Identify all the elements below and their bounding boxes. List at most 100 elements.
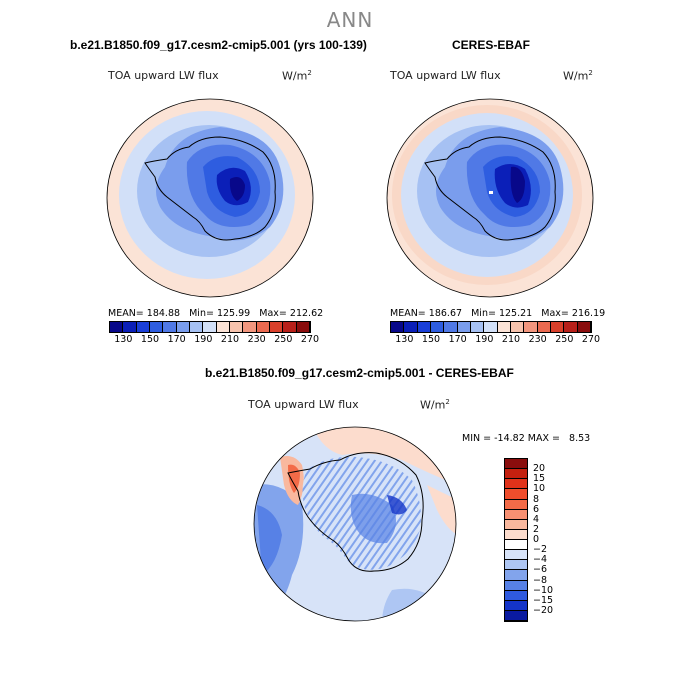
colorbar-swatch: [391, 322, 405, 332]
colorbar-swatch: [256, 322, 270, 332]
colorbar-swatch: [505, 610, 527, 621]
panel-obs-mean-value: 186.67: [428, 308, 463, 319]
panel-diff-field-south-negative: [382, 588, 456, 621]
colorbar-swatch: [505, 560, 527, 571]
colorbar-swatch: [537, 322, 551, 332]
panel-model-mean-value: 184.88: [146, 308, 181, 319]
colorbar-swatch: [484, 322, 498, 332]
panel-obs-colorbar: [390, 321, 592, 333]
colorbar-swatch: [505, 519, 527, 530]
colorbar-swatch: [417, 322, 431, 332]
colorbar-tick-label: 10: [533, 483, 546, 495]
panel-diff-map-border: [253, 426, 457, 622]
panel-model-coastline: [144, 136, 276, 241]
colorbar-swatch: [229, 322, 244, 332]
colorbar-tick-label: 150: [421, 334, 441, 345]
panel-obs-max-value: 216.19: [571, 308, 606, 319]
panel-obs-mean-label: MEAN=: [390, 308, 426, 319]
panel-model-units-base: W/m: [282, 69, 308, 83]
panel-model-units-exp: 2: [307, 69, 312, 77]
colorbar-tick-label: 210: [501, 334, 521, 345]
colorbar-swatch: [163, 322, 177, 332]
panel-obs-map: [386, 98, 594, 298]
colorbar-tick-label: 170: [167, 334, 186, 345]
panel-diff-field-plateau-negative: [350, 493, 396, 544]
colorbar-swatch: [269, 322, 284, 332]
season-title: ANN: [326, 8, 374, 32]
colorbar-tick-label: 4: [533, 513, 540, 525]
colorbar-swatch: [149, 322, 164, 332]
panel-model-max-value: 212.62: [289, 308, 324, 319]
panel-diff-field-east-positive: [427, 485, 456, 535]
colorbar-tick-label: 190: [475, 334, 494, 345]
colorbar-tick-label: 270: [581, 334, 601, 345]
colorbar-tick-label: 20: [533, 463, 546, 475]
panel-model-variable-label: TOA upward LW flux: [108, 69, 219, 82]
colorbar-swatch: [505, 590, 527, 601]
colorbar-swatch: [444, 322, 458, 332]
panel-obs-min-value: 125.21: [498, 308, 533, 319]
colorbar-swatch: [524, 322, 538, 332]
colorbar-tick-label: 6: [533, 503, 540, 515]
panel-diff-coastline: [287, 452, 424, 572]
colorbar-tick-label: 190: [194, 334, 213, 345]
colorbar-tick-label: 150: [140, 334, 160, 345]
colorbar-swatch: [505, 459, 527, 470]
panel-model-colorbar-ticks: 130 150 170 190 210 230 250 270: [110, 334, 319, 346]
colorbar-tick-label: 8: [533, 493, 540, 505]
panel-diff-colorbar-ticks: 20 15 10 8 6 4 2 0 −2 −4 −6 −8 −10 −15 −20: [533, 459, 573, 621]
panel-model-min-label: Min=: [189, 308, 214, 319]
panel-obs-units-exp: 2: [588, 69, 593, 77]
colorbar-tick-label: 170: [448, 334, 467, 345]
panel-diff-units-base: W/m: [420, 398, 446, 412]
panel-diff-field-ross-negative: [387, 495, 407, 515]
panel-model-colorbar: [109, 321, 311, 333]
colorbar-tick-label: 15: [533, 473, 546, 485]
panel-model-units: W/m2: [282, 69, 312, 83]
colorbar-swatch: [283, 322, 297, 332]
panel-model-title: b.e21.B1850.f09_g17.cesm2-cmip5.001 (yrs…: [70, 38, 367, 52]
panel-diff-units: W/m2: [420, 398, 450, 412]
panel-obs-title: CERES-EBAF: [452, 38, 531, 52]
colorbar-swatch: [505, 499, 527, 510]
panel-model-field-plateau-core: [229, 177, 245, 201]
panel-obs-max-label: Max=: [541, 308, 569, 319]
panel-diff-field-west-strong: [257, 505, 282, 575]
colorbar-tick-label: −15: [533, 594, 554, 606]
colorbar-tick-label: 250: [555, 334, 574, 345]
panel-obs-units: W/m2: [563, 69, 593, 83]
panel-obs-min-label: Min=: [471, 308, 496, 319]
panel-diff-map: [253, 426, 457, 622]
colorbar-swatch: [176, 322, 190, 332]
panel-obs-colorbar-ticks: 130 150 170 190 210 230 250 270: [391, 334, 600, 346]
panel-obs-field-plateau-core: [510, 166, 525, 203]
colorbar-swatch: [564, 322, 578, 332]
panel-obs-variable-label: TOA upward LW flux: [390, 69, 501, 82]
colorbar-swatch: [510, 322, 525, 332]
panel-diff-min-value: -14.82: [494, 433, 525, 444]
colorbar-tick-label: 250: [274, 334, 293, 345]
panel-obs-units-base: W/m: [563, 69, 589, 83]
colorbar-swatch: [430, 322, 445, 332]
colorbar-tick-label: −2: [533, 544, 548, 556]
colorbar-swatch: [505, 469, 527, 480]
colorbar-swatch: [577, 322, 591, 332]
colorbar-tick-label: 210: [220, 334, 240, 345]
panel-diff-colorbar: [504, 458, 528, 622]
panel-obs-coastline: [424, 136, 556, 241]
colorbar-swatch: [110, 322, 124, 332]
colorbar-swatch: [136, 322, 150, 332]
colorbar-swatch: [505, 540, 527, 551]
colorbar-tick-label: −8: [533, 574, 548, 586]
colorbar-swatch: [505, 479, 527, 490]
panel-model-stats: MEAN= 184.88 Min= 125.99 Max= 212.62: [108, 308, 323, 319]
colorbar-swatch: [505, 529, 527, 540]
panel-diff-min-label: MIN =: [462, 433, 492, 444]
colorbar-swatch: [470, 322, 485, 332]
panel-model-max-label: Max=: [259, 308, 287, 319]
panel-diff-units-exp: 2: [445, 398, 450, 406]
panel-model-mean-label: MEAN=: [108, 308, 144, 319]
colorbar-swatch: [550, 322, 565, 332]
colorbar-swatch: [505, 509, 527, 520]
panel-diff-title: b.e21.B1850.f09_g17.cesm2-cmip5.001 - CE…: [205, 366, 514, 380]
